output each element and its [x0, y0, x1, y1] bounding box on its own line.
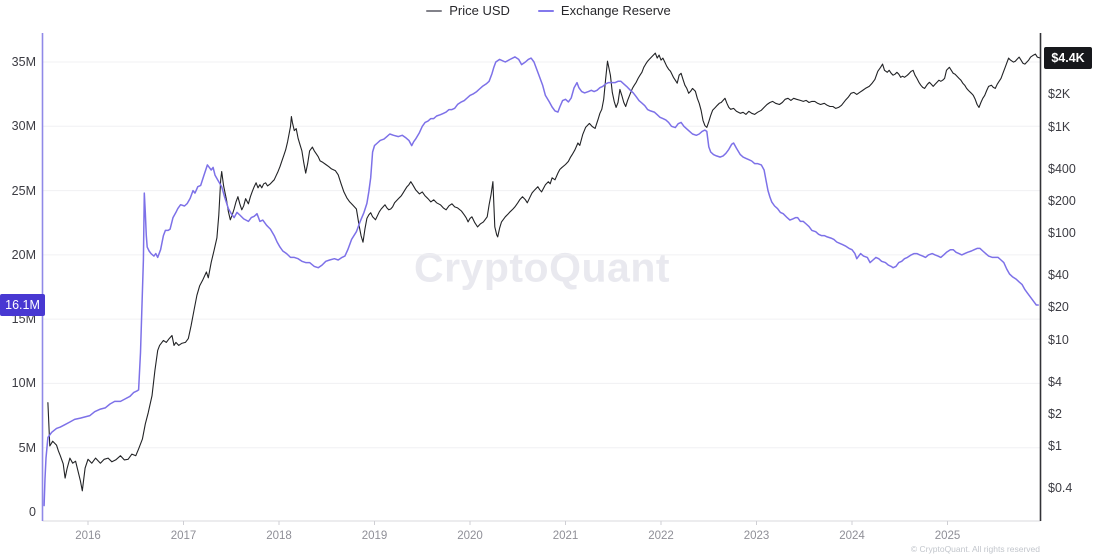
x-tick-2023: 2023 [743, 530, 770, 542]
x-tick-2024: 2024 [839, 530, 865, 542]
x-tick-2025: 2025 [934, 530, 961, 542]
x-tick-2021: 2021 [552, 530, 579, 542]
reserve-line [43, 56, 1039, 507]
legend-item-exchange-reserve[interactable]: Exchange Reserve [537, 3, 671, 18]
x-tick-2020: 2020 [457, 530, 483, 542]
y-right-tick-$2: $2 [1048, 406, 1062, 421]
price-current-badge: $4.4K [1044, 46, 1092, 69]
legend-label-exchange-reserve: Exchange Reserve [560, 3, 671, 18]
y-right-tick-$400: $400 [1048, 161, 1076, 176]
y-right-tick-$1: $1 [1048, 439, 1062, 453]
copyright-notice: © CryptoQuant. All rights reserved [910, 544, 1040, 554]
y-right-tick-$1K: $1K [1048, 119, 1071, 134]
x-tick-2016: 2016 [75, 530, 101, 542]
y-left-tick-30M: 30M [11, 119, 36, 134]
x-tick-2018: 2018 [266, 530, 292, 542]
y-right-tick-$40: $40 [1048, 268, 1069, 283]
x-tick-2017: 2017 [170, 530, 197, 542]
y-right-tick-$0.4: $0.4 [1048, 481, 1073, 496]
y-right-tick-$200: $200 [1048, 193, 1076, 208]
price-line [47, 52, 1041, 492]
reserve-series-dash-icon [537, 9, 554, 12]
y-left-tick-10M: 10M [11, 376, 36, 391]
legend-label-price: Price USD [449, 3, 510, 18]
reserve-current-badge: 16.1M [0, 294, 45, 316]
y-left-tick-35M: 35M [11, 55, 36, 69]
y-right-tick-$20: $20 [1048, 300, 1069, 315]
y-left-tick-0: 0 [29, 505, 36, 519]
price-series-dash-icon [426, 9, 443, 12]
x-tick-2022: 2022 [648, 530, 674, 542]
y-right-tick-$2K: $2K [1048, 87, 1071, 102]
cryptoquant-watermark: CryptoQuant [413, 244, 671, 291]
y-right-tick-$10: $10 [1048, 332, 1069, 347]
y-left-tick-25M: 25M [11, 183, 36, 198]
y-left-tick-20M: 20M [11, 247, 36, 262]
chart-legend: Price USD Exchange Reserve [0, 3, 1097, 18]
x-tick-2019: 2019 [361, 530, 388, 542]
y-right-tick-$4: $4 [1048, 374, 1062, 389]
y-left-tick-5M: 5M [18, 440, 36, 455]
legend-item-price[interactable]: Price USD [426, 3, 510, 18]
y-right-tick-$100: $100 [1048, 226, 1076, 240]
